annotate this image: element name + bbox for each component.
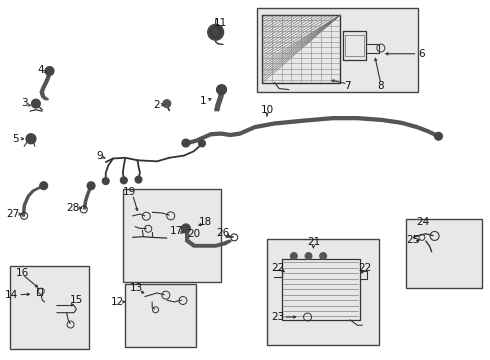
Circle shape	[198, 140, 205, 147]
Text: 8: 8	[377, 81, 384, 91]
Text: 3: 3	[21, 98, 27, 108]
Bar	[406, 220, 482, 288]
Circle shape	[217, 85, 226, 95]
Circle shape	[208, 24, 223, 40]
Circle shape	[135, 176, 142, 183]
Text: 17: 17	[170, 226, 183, 236]
Text: 11: 11	[214, 18, 227, 28]
Text: 13: 13	[130, 283, 143, 293]
Text: 25: 25	[406, 235, 419, 245]
Circle shape	[305, 252, 312, 260]
Text: 28: 28	[66, 203, 80, 213]
Text: 4: 4	[38, 64, 45, 75]
Bar	[123, 189, 220, 282]
Circle shape	[181, 224, 191, 233]
Text: 20: 20	[187, 229, 200, 239]
Text: 19: 19	[123, 187, 136, 197]
Circle shape	[102, 177, 109, 185]
Text: 2: 2	[154, 100, 160, 111]
Circle shape	[291, 252, 297, 260]
Text: 10: 10	[260, 105, 273, 115]
Circle shape	[40, 182, 48, 190]
Circle shape	[435, 132, 442, 140]
Text: 15: 15	[70, 295, 83, 305]
Text: 6: 6	[418, 49, 425, 59]
Circle shape	[182, 139, 190, 147]
Text: 27: 27	[6, 209, 20, 219]
Text: 18: 18	[199, 217, 213, 227]
Text: 23: 23	[271, 312, 285, 322]
Circle shape	[45, 67, 54, 76]
Bar	[125, 284, 196, 347]
Text: 14: 14	[5, 290, 18, 300]
Text: 9: 9	[96, 150, 103, 161]
Text: 21: 21	[307, 237, 320, 247]
Bar	[257, 8, 418, 92]
Circle shape	[121, 177, 127, 184]
Text: 5: 5	[12, 134, 19, 144]
Text: 7: 7	[344, 81, 351, 91]
Text: 26: 26	[217, 228, 230, 238]
Bar	[267, 239, 379, 345]
Text: 22: 22	[271, 263, 285, 273]
Text: 24: 24	[416, 217, 430, 227]
Circle shape	[26, 134, 36, 144]
Text: 12: 12	[110, 297, 123, 307]
Text: 22: 22	[358, 263, 371, 273]
Circle shape	[87, 182, 95, 190]
Bar	[10, 266, 89, 348]
Circle shape	[319, 252, 327, 260]
Circle shape	[31, 99, 40, 108]
Text: 16: 16	[16, 267, 29, 278]
Text: 1: 1	[200, 96, 207, 106]
Circle shape	[163, 100, 171, 108]
